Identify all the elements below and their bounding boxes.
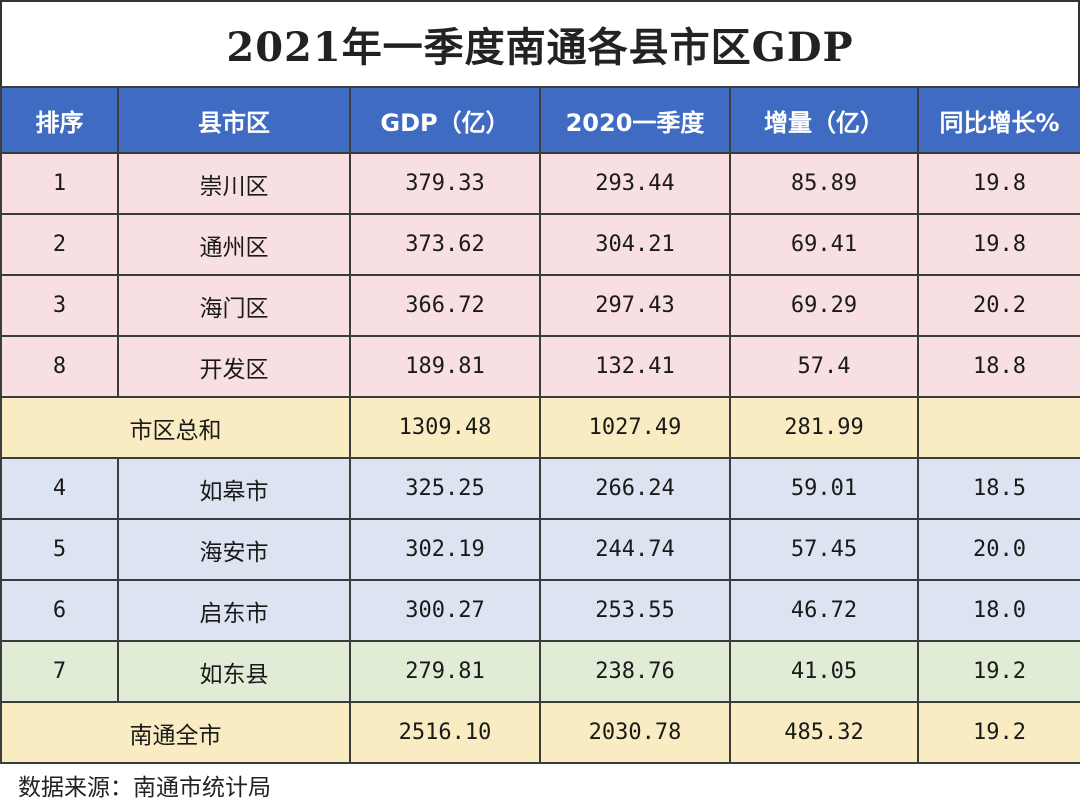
cell-rank: 4 bbox=[0, 457, 119, 520]
cell-district: 如东县 bbox=[117, 640, 351, 703]
gdp-table: 排序 县市区 GDP（亿） 2020一季度 增量（亿） 同比增长% 1 崇川区 … bbox=[0, 86, 1080, 764]
cell-increase: 69.29 bbox=[729, 274, 919, 337]
header-increase: 增量（亿） bbox=[729, 86, 919, 154]
header-rank: 排序 bbox=[0, 86, 119, 154]
cell-gdp: 325.25 bbox=[349, 457, 541, 520]
cell-increase: 281.99 bbox=[729, 396, 919, 459]
table-header-row: 排序 县市区 GDP（亿） 2020一季度 增量（亿） 同比增长% bbox=[0, 86, 1080, 154]
cell-growth: 19.2 bbox=[917, 701, 1080, 764]
cell-increase: 85.89 bbox=[729, 152, 919, 215]
cell-2020q1: 2030.78 bbox=[539, 701, 731, 764]
cell-2020q1: 304.21 bbox=[539, 213, 731, 276]
cell-2020q1: 293.44 bbox=[539, 152, 731, 215]
data-source-note: 数据来源：南通市统计局 bbox=[18, 775, 271, 801]
table-row: 1 崇川区 379.33 293.44 85.89 19.8 bbox=[0, 152, 1080, 215]
cell-growth: 18.5 bbox=[917, 457, 1080, 520]
cell-growth: 18.8 bbox=[917, 335, 1080, 398]
cell-increase: 41.05 bbox=[729, 640, 919, 703]
cell-2020q1: 266.24 bbox=[539, 457, 731, 520]
header-district: 县市区 bbox=[117, 86, 351, 154]
header-gdp: GDP（亿） bbox=[349, 86, 541, 154]
cell-district: 启东市 bbox=[117, 579, 351, 642]
cell-rank: 7 bbox=[0, 640, 119, 703]
cell-rank: 1 bbox=[0, 152, 119, 215]
cell-rank: 8 bbox=[0, 335, 119, 398]
cell-2020q1: 244.74 bbox=[539, 518, 731, 581]
table-row: 5 海安市 302.19 244.74 57.45 20.0 bbox=[0, 518, 1080, 581]
cell-rank: 3 bbox=[0, 274, 119, 337]
cell-growth: 20.2 bbox=[917, 274, 1080, 337]
cell-gdp: 300.27 bbox=[349, 579, 541, 642]
total-label: 南通全市 bbox=[0, 701, 351, 764]
cell-growth: 19.2 bbox=[917, 640, 1080, 703]
cell-growth: 19.8 bbox=[917, 152, 1080, 215]
cell-increase: 46.72 bbox=[729, 579, 919, 642]
cell-rank: 5 bbox=[0, 518, 119, 581]
cell-gdp: 366.72 bbox=[349, 274, 541, 337]
table-row: 4 如皋市 325.25 266.24 59.01 18.5 bbox=[0, 457, 1080, 520]
cell-district: 崇川区 bbox=[117, 152, 351, 215]
cell-district: 海安市 bbox=[117, 518, 351, 581]
cell-growth: 18.0 bbox=[917, 579, 1080, 642]
cell-2020q1: 132.41 bbox=[539, 335, 731, 398]
cell-rank: 2 bbox=[0, 213, 119, 276]
cell-increase: 57.4 bbox=[729, 335, 919, 398]
cell-2020q1: 1027.49 bbox=[539, 396, 731, 459]
cell-increase: 69.41 bbox=[729, 213, 919, 276]
table-row: 3 海门区 366.72 297.43 69.29 20.2 bbox=[0, 274, 1080, 337]
cell-growth: 19.8 bbox=[917, 213, 1080, 276]
cell-gdp: 302.19 bbox=[349, 518, 541, 581]
cell-gdp: 2516.10 bbox=[349, 701, 541, 764]
cell-gdp: 379.33 bbox=[349, 152, 541, 215]
cell-increase: 485.32 bbox=[729, 701, 919, 764]
table-row: 6 启东市 300.27 253.55 46.72 18.0 bbox=[0, 579, 1080, 642]
cell-2020q1: 297.43 bbox=[539, 274, 731, 337]
cell-district: 海门区 bbox=[117, 274, 351, 337]
cell-district: 通州区 bbox=[117, 213, 351, 276]
cell-growth bbox=[917, 396, 1080, 459]
cell-2020q1: 238.76 bbox=[539, 640, 731, 703]
header-growth: 同比增长% bbox=[917, 86, 1080, 154]
cell-gdp: 1309.48 bbox=[349, 396, 541, 459]
cell-rank: 6 bbox=[0, 579, 119, 642]
cell-increase: 59.01 bbox=[729, 457, 919, 520]
page-title: 2021年一季度南通各县市区GDP bbox=[0, 0, 1080, 86]
cell-district: 如皋市 bbox=[117, 457, 351, 520]
subtotal-row: 市区总和 1309.48 1027.49 281.99 bbox=[0, 396, 1080, 459]
cell-2020q1: 253.55 bbox=[539, 579, 731, 642]
header-2020q1: 2020一季度 bbox=[539, 86, 731, 154]
table-row: 7 如东县 279.81 238.76 41.05 19.2 bbox=[0, 640, 1080, 703]
cell-district: 开发区 bbox=[117, 335, 351, 398]
cell-gdp: 373.62 bbox=[349, 213, 541, 276]
total-row: 南通全市 2516.10 2030.78 485.32 19.2 bbox=[0, 701, 1080, 764]
cell-increase: 57.45 bbox=[729, 518, 919, 581]
cell-gdp: 189.81 bbox=[349, 335, 541, 398]
cell-gdp: 279.81 bbox=[349, 640, 541, 703]
subtotal-label: 市区总和 bbox=[0, 396, 351, 459]
table-row: 2 通州区 373.62 304.21 69.41 19.8 bbox=[0, 213, 1080, 276]
table-row: 8 开发区 189.81 132.41 57.4 18.8 bbox=[0, 335, 1080, 398]
cell-growth: 20.0 bbox=[917, 518, 1080, 581]
